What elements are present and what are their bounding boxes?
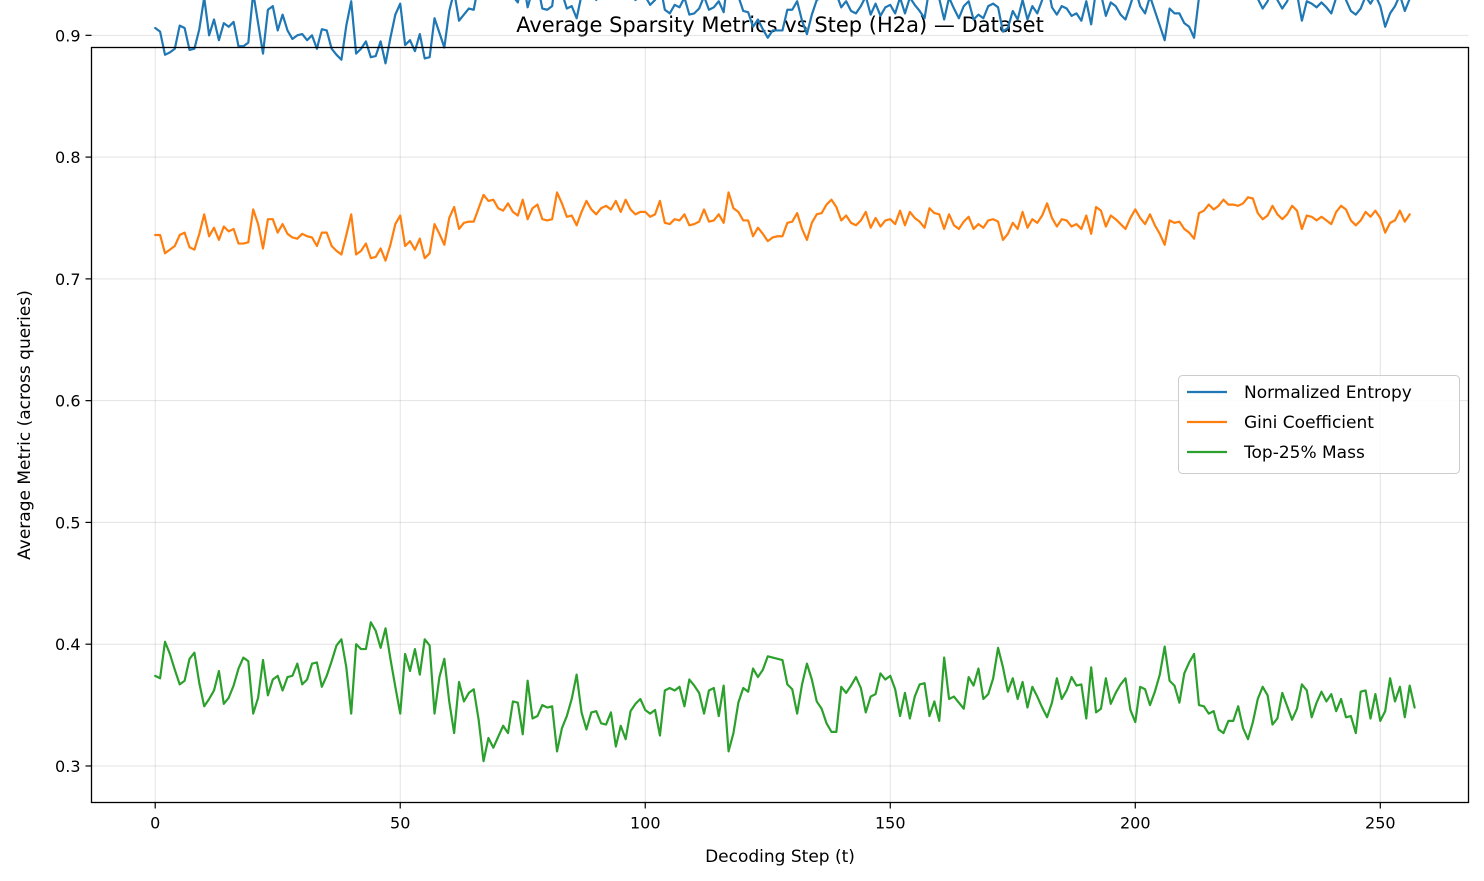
chart-title: Average Sparsity Metrics vs Step (H2a) —…	[516, 13, 1044, 37]
legend-label-top-25-mass: Top-25% Mass	[1243, 443, 1365, 463]
plot-frame	[90, 46, 1470, 804]
x-tick-label: 150	[875, 814, 906, 833]
y-axis-ticks: 0.3 0.4 0.5 0.6 0.7 0.8 0.9	[55, 26, 92, 776]
legend-label-gini-coefficient: Gini Coefficient	[1244, 413, 1374, 433]
y-axis-label: Average Metric (across queries)	[15, 290, 35, 560]
x-tick-label: 100	[630, 814, 661, 833]
y-tick-label: 0.4	[55, 635, 80, 654]
x-axis-label: Decoding Step (t)	[705, 847, 855, 867]
x-tick-label: 0	[150, 814, 160, 833]
x-tick-label: 200	[1120, 814, 1151, 833]
series-line-gini-coefficient	[154, 191, 1411, 262]
x-tick-label: 250	[1365, 814, 1396, 833]
y-tick-label: 0.9	[55, 26, 80, 45]
legend-box	[1178, 375, 1460, 474]
series-line-normalized-entropy	[154, 0, 1411, 65]
y-tick-label: 0.6	[55, 392, 80, 411]
series-lines	[154, 0, 1416, 763]
y-tick-label: 0.8	[55, 148, 80, 167]
y-tick-label: 0.5	[55, 513, 80, 532]
x-tick-label: 50	[390, 814, 410, 833]
x-axis-ticks: 0 50 100 150 200 250	[150, 802, 1396, 833]
legend-label-normalized-entropy: Normalized Entropy	[1244, 383, 1412, 403]
series-line-top-25-mass	[154, 621, 1416, 763]
y-tick-label: 0.3	[55, 757, 80, 776]
legend: Normalized Entropy Gini Coefficient Top-25…	[1178, 375, 1460, 474]
y-tick-label: 0.7	[55, 270, 80, 289]
